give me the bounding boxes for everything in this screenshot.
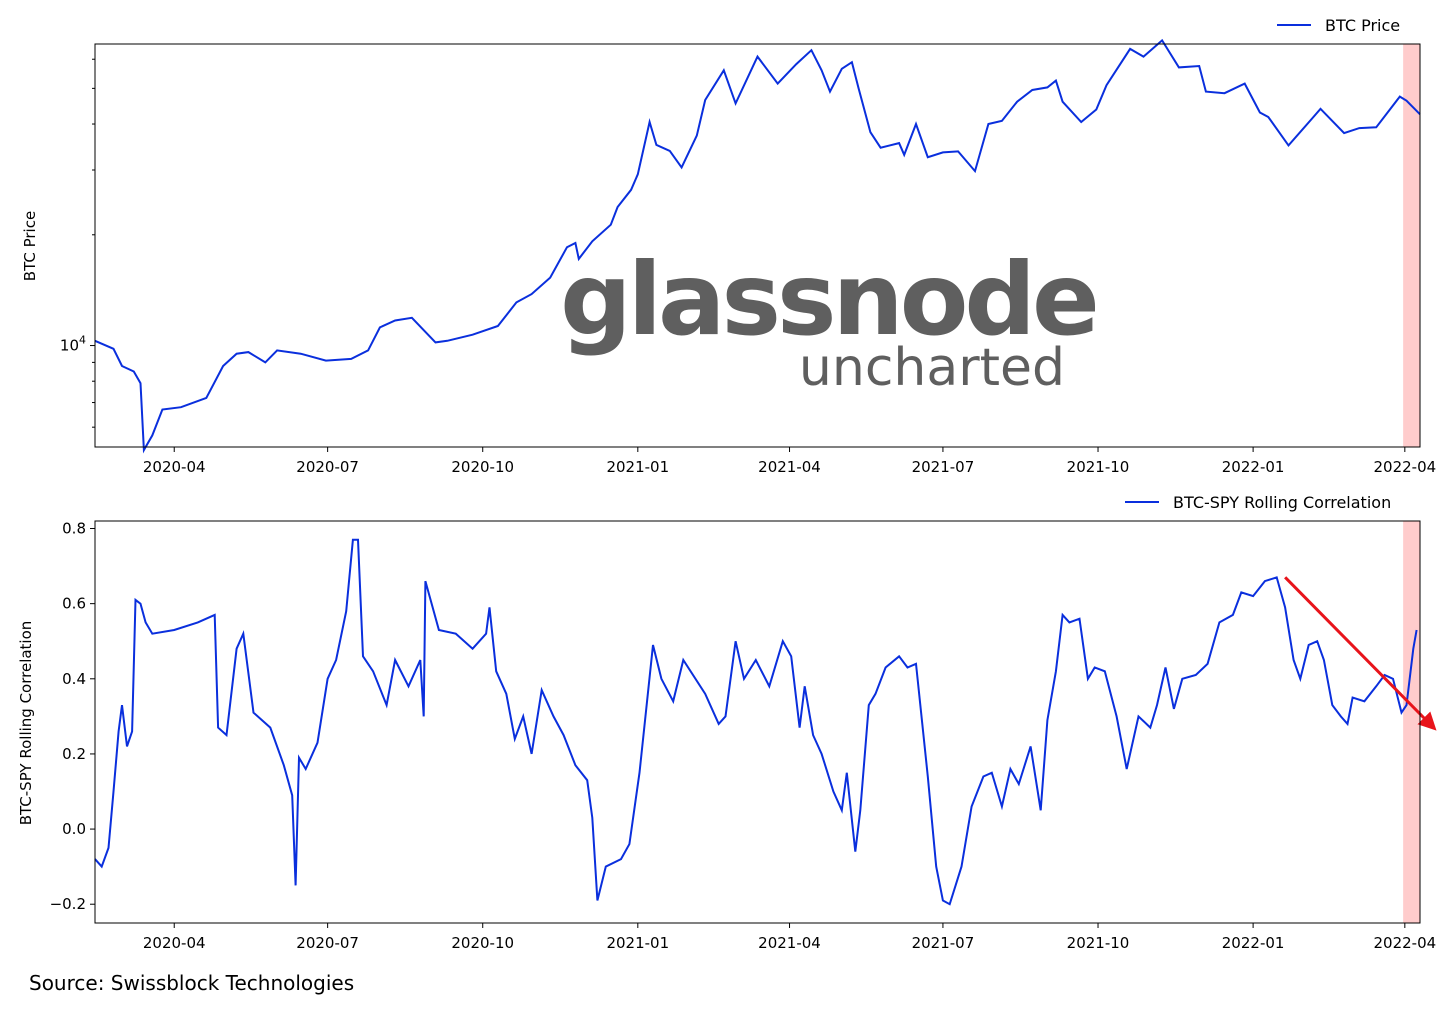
legend-label: BTC-SPY Rolling Correlation <box>1173 493 1391 512</box>
x-tick-label: 2020-07 <box>296 934 359 952</box>
x-tick-label: 2021-04 <box>758 934 821 952</box>
y-tick-label: 104 <box>60 334 86 355</box>
y-tick-label: 0.2 <box>62 745 86 763</box>
x-axis-ticks: 2020-04 2020-07 2020-10 2021-01 2021-04 2021-… <box>143 923 1436 952</box>
x-tick-label: 2022-04 <box>1373 934 1436 952</box>
x-tick-label: 2020-07 <box>296 458 359 476</box>
y-tick-label: 0.6 <box>62 595 86 613</box>
x-tick-label: 2020-10 <box>451 934 514 952</box>
correlation-line <box>94 538 1418 906</box>
x-tick-label: 2022-01 <box>1222 934 1285 952</box>
x-tick-label: 2021-10 <box>1067 458 1130 476</box>
watermark-main: glassnode <box>560 241 1096 358</box>
legend: BTC-SPY Rolling Correlation <box>1125 493 1391 512</box>
highlight-band <box>1403 521 1420 923</box>
x-tick-label: 2020-04 <box>143 934 206 952</box>
btc-price-line <box>94 38 1421 454</box>
plot-frame <box>94 43 1421 448</box>
correlation-panel: 2020-04 2020-07 2020-10 2021-01 2021-04 2021-… <box>17 493 1437 952</box>
legend: BTC Price <box>1277 16 1400 35</box>
watermark-sub: uncharted <box>799 338 1065 398</box>
y-axis-label: BTC-SPY Rolling Correlation <box>17 621 35 826</box>
y-axis-ticks: 104 <box>60 334 95 355</box>
y-tick-label: 0.8 <box>62 520 86 538</box>
x-tick-label: 2021-07 <box>912 458 975 476</box>
x-tick-label: 2021-04 <box>758 458 821 476</box>
y-tick-label: 0.4 <box>62 670 86 688</box>
x-tick-label: 2021-01 <box>606 458 669 476</box>
btc-price-panel: 2020-04 2020-07 2020-10 2021-01 2021-04 2021-… <box>21 16 1436 476</box>
y-tick-label: −0.2 <box>50 895 86 913</box>
y-axis-ticks: −0.2 0.0 0.2 0.4 0.6 0.8 <box>50 520 95 913</box>
x-tick-label: 2020-04 <box>143 458 206 476</box>
x-tick-label: 2021-01 <box>606 934 669 952</box>
x-tick-label: 2021-10 <box>1067 934 1130 952</box>
y-tick-label: 0.0 <box>62 820 86 838</box>
x-tick-label: 2021-07 <box>912 934 975 952</box>
trend-arrow <box>1284 576 1437 731</box>
x-tick-label: 2022-04 <box>1373 458 1436 476</box>
plot-frame <box>94 520 1421 924</box>
source-note: Source: Swissblock Technologies <box>29 971 354 995</box>
x-tick-label: 2020-10 <box>451 458 514 476</box>
highlight-band <box>1403 44 1420 447</box>
y-axis-label: BTC Price <box>21 211 39 281</box>
legend-label: BTC Price <box>1325 16 1400 35</box>
x-tick-label: 2022-01 <box>1222 458 1285 476</box>
x-axis-ticks: 2020-04 2020-07 2020-10 2021-01 2021-04 2021-… <box>143 447 1436 476</box>
